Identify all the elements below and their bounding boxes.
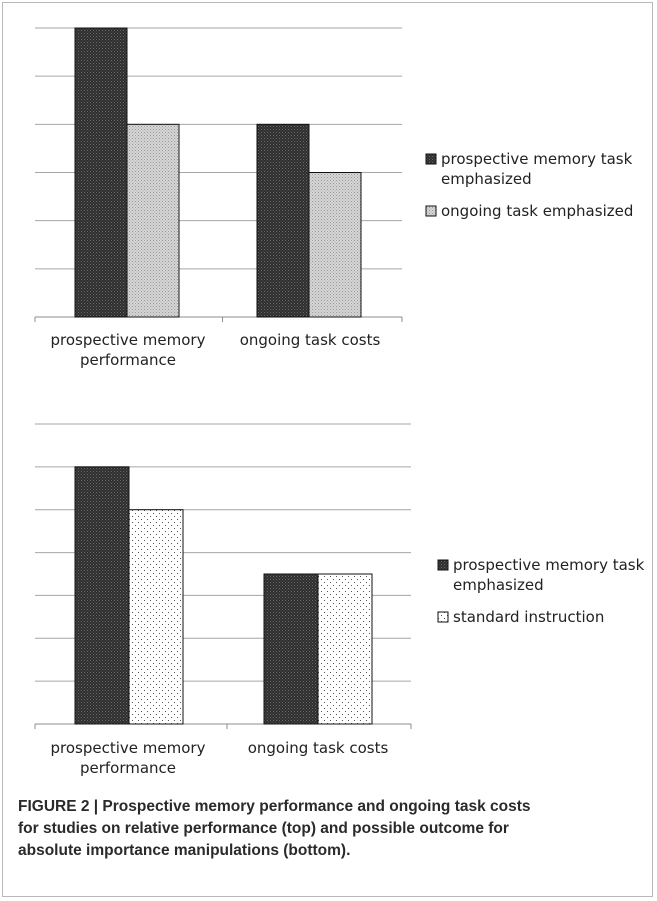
caption-line-1: FIGURE 2 | Prospective memory performanc… [18, 798, 531, 815]
x-tick-label: prospective memory performance [51, 331, 206, 369]
legend-label: prospective memory task emphasized [441, 150, 633, 188]
figure-caption: FIGURE 2 | Prospective memory performanc… [18, 796, 643, 862]
legend-label: prospective memory task emphasized [453, 556, 645, 594]
caption-line-3: absolute importance manipulations (botto… [18, 842, 351, 859]
bars [74, 27, 362, 318]
chart-top: prospective memory performance ongoing tas… [34, 27, 633, 369]
bar-series1-task-costs [263, 573, 319, 725]
bar-series2-task-costs [308, 172, 362, 318]
legend: prospective memory task emphasized ongoing… [425, 150, 633, 220]
x-tick-label: ongoing task costs [248, 739, 389, 757]
bar-series1-task-costs [256, 123, 310, 318]
x-tick-label-line: prospective memory [51, 331, 206, 349]
bar-series2-pm-performance [126, 123, 180, 318]
x-tick-label-line: ongoing task costs [240, 331, 381, 349]
bar-series2-task-costs [317, 573, 373, 725]
legend-label: standard instruction [453, 608, 604, 626]
caption-line-2: for studies on relative performance (top… [18, 820, 509, 837]
chart-bottom: prospective memory performance ongoing tas… [34, 423, 645, 777]
legend-label-line: prospective memory task [441, 150, 633, 168]
legend-label-line: emphasized [441, 170, 532, 188]
legend-label-line: standard instruction [453, 608, 604, 626]
x-tick-label-line: performance [80, 759, 176, 777]
x-tick-label-line: prospective memory [51, 739, 206, 757]
legend-label-line: emphasized [453, 576, 544, 594]
x-tick-label-line: performance [80, 351, 176, 369]
x-tick-label-line: ongoing task costs [248, 739, 389, 757]
legend-label: ongoing task emphasized [441, 202, 633, 220]
bars [74, 466, 373, 725]
bar-series1-pm-performance [74, 27, 128, 318]
legend-swatch [437, 611, 449, 623]
bar-series2-pm-performance [128, 509, 184, 725]
legend-swatch [437, 559, 449, 571]
x-tick-label: ongoing task costs [240, 331, 381, 349]
legend: prospective memory task emphasized standar… [437, 556, 645, 626]
legend-swatch [425, 205, 437, 217]
legend-swatch [425, 153, 437, 165]
legend-label-line: prospective memory task [453, 556, 645, 574]
legend-label-line: ongoing task emphasized [441, 202, 633, 220]
x-tick-label: prospective memory performance [51, 739, 206, 777]
bar-series1-pm-performance [74, 466, 130, 725]
